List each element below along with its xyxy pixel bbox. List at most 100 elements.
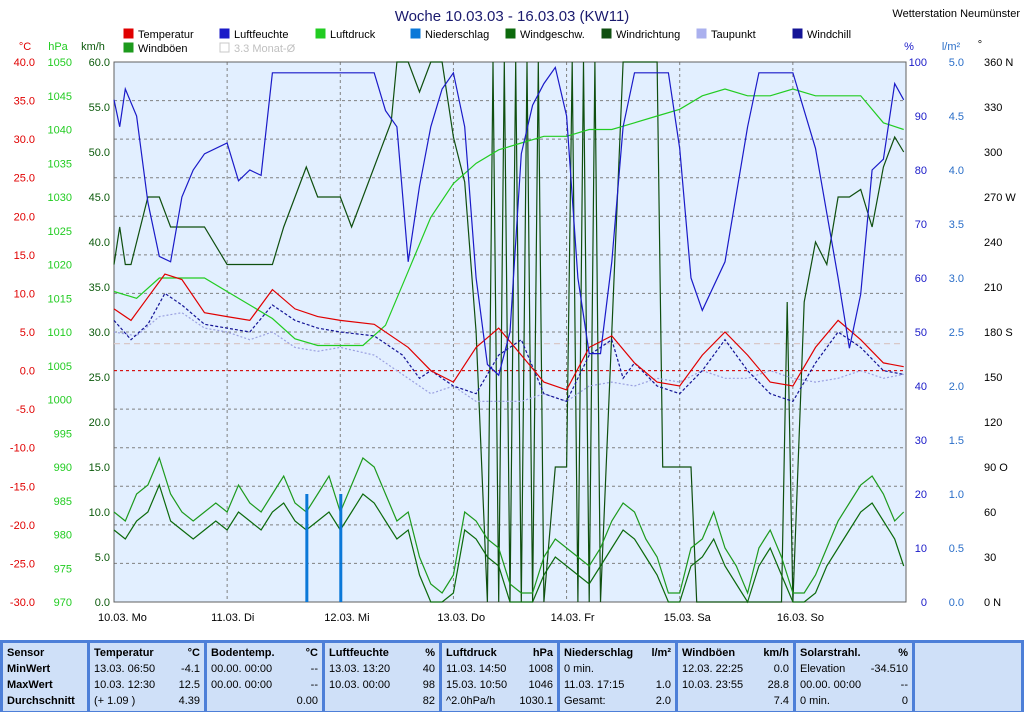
series-line-luftfeuchte — [113, 65, 905, 377]
x-tick-4: 14.03. Fr — [551, 612, 595, 624]
x-tick-0: 10.03. Mo — [98, 612, 147, 624]
stats-row: Luftdruck hPa — [446, 647, 553, 663]
pressure-tick-6: 1020 — [48, 260, 72, 272]
stats-cell-label: 10.03. 00:00 — [329, 679, 391, 691]
legend-swatch-5 — [601, 28, 612, 39]
stats-row-labels: Sensor MinWert MaxWert Durchschnitt — [3, 643, 87, 711]
row-label-min: MinWert — [7, 663, 51, 675]
temp-tick-14: -30.0 — [10, 597, 35, 609]
legend-label-5: Windrichtung — [616, 29, 680, 41]
legend-label-4: Windgeschw. — [520, 29, 585, 41]
stats-row: 11.03. 17:15 1.0 — [564, 679, 671, 695]
stats-empty-panel — [915, 643, 1021, 711]
legend-swatch-3 — [410, 28, 421, 39]
series-line-temperatur — [113, 273, 904, 391]
humidity-tick-2: 80 — [915, 165, 927, 177]
stats-panel-6: Solarstrahl.% Elevation -34.510 00.00. 00:0… — [796, 643, 912, 711]
legend-label-1: Luftfeuchte — [234, 29, 288, 41]
legend-label-6: Taupunkt — [711, 29, 756, 41]
series-line-windb-en — [113, 456, 905, 595]
rain-tick-8: 1.0 — [949, 489, 964, 501]
stats-cell-value: °C — [187, 647, 200, 659]
stats-cell-label: Luftdruck — [446, 647, 497, 659]
pressure-tick-1: 1045 — [48, 91, 72, 103]
rain-bar-0 — [305, 494, 309, 602]
stats-cell-value: 2.0 — [655, 695, 671, 707]
wind-tick-1: 55.0 — [89, 102, 110, 114]
stats-cell-value: 1030.1 — [519, 695, 553, 707]
wind-tick-9: 15.0 — [89, 462, 110, 474]
wind-tick-7: 25.0 — [89, 372, 110, 384]
unit-humidity: % — [904, 41, 914, 53]
stats-cell-label: 00.00. 00:00 — [211, 679, 273, 691]
stats-row: Niederschlag l/m² — [564, 647, 671, 663]
stats-cell-value: 28.8 — [767, 679, 789, 691]
dir-tick-5: 210 — [984, 282, 1002, 294]
unit-wind: km/h — [81, 41, 105, 53]
rain-tick-4: 3.0 — [949, 273, 964, 285]
stats-cell-value: 7.4 — [773, 695, 789, 707]
stats-cell-label: 00.00. 00:00 — [800, 679, 862, 691]
x-tick-2: 12.03. Mi — [324, 612, 369, 624]
dir-tick-6: 180 S — [984, 327, 1013, 339]
rain-bar-1 — [339, 494, 343, 602]
temp-tick-10: -10.0 — [10, 443, 35, 455]
unit-pressure: hPa — [48, 41, 68, 53]
temp-tick-6: 10.0 — [14, 288, 35, 300]
rain-tick-5: 2.5 — [949, 327, 964, 339]
stats-row: 10.03. 23:55 28.8 — [682, 679, 789, 695]
stats-cell-label: 13.03. 13:20 — [329, 663, 391, 675]
stats-cell-value: -- — [310, 679, 318, 691]
stats-panel-4: Niederschlag l/m² 0 min. 11.03. 17:15 1.0 Ges… — [560, 643, 675, 711]
chart-title: Woche 10.03.03 - 16.03.03 (KW11) — [395, 8, 630, 25]
dir-tick-9: 90 O — [984, 462, 1008, 474]
stats-cell-label: Temperatur — [94, 647, 154, 659]
legend-swatch-1 — [219, 28, 230, 39]
station-name: Wetterstation Neumünster — [892, 8, 1020, 20]
legend-swatch-8 — [123, 42, 134, 53]
stats-panel-5: Windböen km/h 12.03. 22:25 0.0 10.03. 23:55 2… — [678, 643, 793, 711]
pressure-tick-15: 975 — [54, 563, 72, 575]
stats-cell-label: 10.03. 12:30 — [94, 679, 156, 691]
humidity-tick-0: 100 — [909, 57, 927, 69]
dir-tick-12: 0 N — [984, 597, 1001, 609]
stats-cell-value: % — [898, 647, 908, 659]
pressure-tick-8: 1010 — [48, 327, 72, 339]
stats-table: Sensor MinWert MaxWert Durchschnitt Temp… — [0, 640, 1024, 712]
stats-cell-label: Gesamt: — [564, 695, 606, 707]
temp-tick-0: 40.0 — [14, 57, 35, 69]
dir-tick-1: 330 — [984, 102, 1002, 114]
humidity-tick-1: 90 — [915, 111, 927, 123]
series-line-windgeschw — [113, 483, 905, 604]
stats-row: (+ 1.09 ) 4.39 — [94, 695, 200, 711]
stats-cell-value: -34.510 — [870, 663, 908, 675]
legend-swatch-7 — [792, 28, 803, 39]
wind-tick-2: 50.0 — [89, 147, 110, 159]
temp-tick-2: 30.0 — [14, 134, 35, 146]
row-label-sensor: Sensor — [7, 647, 45, 659]
wind-tick-4: 40.0 — [89, 237, 110, 249]
dir-tick-8: 120 — [984, 417, 1002, 429]
stats-cell-label: Niederschlag — [564, 647, 634, 659]
stats-cell-label: Solarstrahl. — [800, 647, 861, 659]
dir-tick-3: 270 W — [984, 192, 1016, 204]
rain-tick-0: 5.0 — [949, 57, 964, 69]
stats-cell-label: 11.03. 17:15 — [564, 679, 625, 691]
stats-cell-label: 11.03. 14:50 — [446, 663, 507, 675]
wind-tick-11: 5.0 — [95, 552, 110, 564]
rain-tick-9: 0.5 — [949, 543, 964, 555]
stats-cell-value: -4.1 — [181, 663, 200, 675]
stats-row: Temperatur °C — [94, 647, 200, 663]
temp-tick-12: -20.0 — [10, 520, 35, 532]
unit-temp: °C — [19, 41, 31, 53]
humidity-tick-10: 0 — [921, 597, 927, 609]
series-line-luftdruck — [113, 88, 904, 347]
dir-tick-7: 150 — [984, 372, 1002, 384]
pressure-tick-14: 980 — [54, 530, 72, 542]
humidity-tick-8: 20 — [915, 489, 927, 501]
x-tick-6: 16.03. So — [777, 612, 824, 624]
stats-cell-label: 12.03. 22:25 — [682, 663, 744, 675]
stats-row: Gesamt: 2.0 — [564, 695, 671, 711]
legend-label-2: Luftdruck — [330, 29, 376, 41]
stats-row: 15.03. 10:50 1046 — [446, 679, 553, 695]
